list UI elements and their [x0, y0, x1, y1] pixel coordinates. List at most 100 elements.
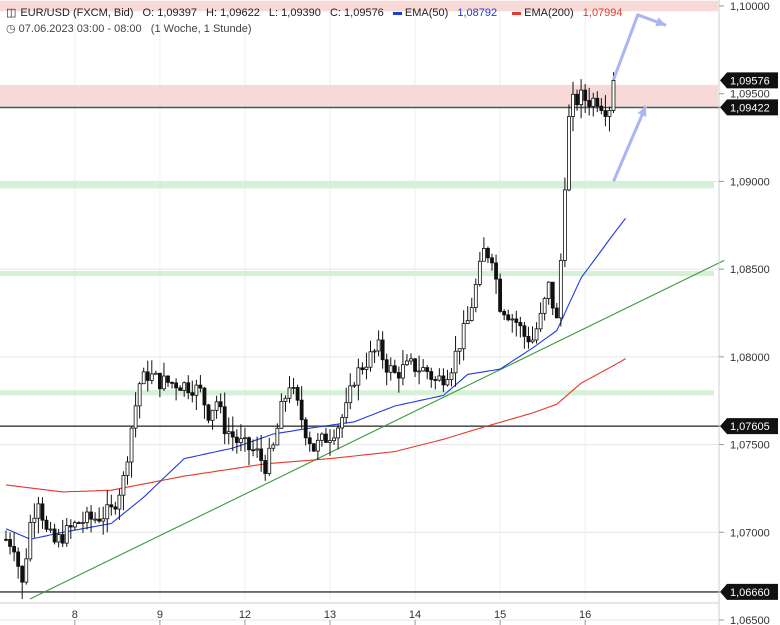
candle-113	[461, 310, 466, 361]
interval-label: (1 Woche, 1 Stunde)	[150, 23, 252, 35]
price-label-text-3: 1,06660	[730, 587, 770, 599]
candle-body-98	[400, 364, 405, 379]
candle-body-123	[502, 311, 507, 316]
candle-117	[477, 251, 482, 287]
candle-body-7	[32, 517, 37, 523]
candle-35	[145, 360, 150, 392]
candle-body-96	[392, 365, 397, 373]
candle-body-150	[611, 79, 616, 111]
candle-85	[348, 373, 353, 410]
close-value: C: 1,09576	[329, 7, 384, 19]
candle-36	[149, 360, 154, 385]
candle-body-142	[579, 89, 583, 106]
candle-body-132	[538, 312, 543, 330]
low-value: L: 1,09390	[268, 7, 321, 19]
candle-body-34	[141, 371, 146, 385]
candle-body-41	[170, 381, 174, 384]
candle-138	[563, 177, 567, 268]
candle-78	[319, 432, 324, 447]
candle-34	[141, 367, 146, 385]
candle-body-90	[368, 351, 373, 368]
candle-body-147	[599, 105, 604, 111]
candles-icon: ◫	[6, 7, 17, 19]
ema50-swatch	[392, 11, 402, 15]
candle-body-94	[384, 359, 389, 373]
candle-10	[44, 515, 49, 532]
candle-body-101	[413, 358, 417, 372]
candle-body-125	[510, 318, 515, 321]
candle-body-116	[473, 283, 478, 308]
x-tick-label-4: 14	[409, 609, 421, 621]
candle-body-61	[251, 449, 255, 452]
candle-70	[287, 376, 292, 404]
candle-40	[166, 375, 170, 387]
candle-46	[190, 380, 195, 403]
candle-111	[453, 336, 458, 387]
y-axis: 1,10000 1,09500 1,09000 1,08500 1,08000 1,075…	[718, 0, 770, 625]
candle-66	[271, 442, 276, 452]
candle-body-120	[490, 257, 494, 264]
candle-body-33	[137, 383, 142, 407]
trendline	[29, 259, 725, 600]
candle-21	[89, 505, 93, 533]
candle-31	[129, 426, 134, 478]
candle-149	[607, 106, 612, 132]
candle-39	[162, 362, 166, 392]
candle-body-36	[149, 373, 154, 381]
candle-27	[113, 501, 118, 515]
candle-body-71	[291, 387, 296, 389]
candle-140	[571, 81, 575, 132]
forecast-arrow-1	[612, 105, 648, 182]
candle-123	[502, 309, 507, 321]
candle-body-44	[182, 382, 187, 391]
candle-body-42	[174, 382, 179, 389]
candle-73	[299, 386, 304, 429]
y-tick-label-3: 1,08500	[730, 264, 770, 276]
candle-112	[457, 348, 462, 365]
candle-124	[506, 309, 511, 322]
candle-95	[388, 357, 393, 381]
candle-0	[4, 530, 8, 542]
candle-18	[77, 521, 81, 524]
open-value: O: 1,09397	[142, 7, 197, 19]
candle-body-89	[364, 366, 369, 370]
candle-134	[546, 281, 551, 305]
candle-body-139	[567, 116, 571, 191]
ema50-legend-label: EMA(50)	[404, 7, 449, 19]
candle-129	[526, 326, 531, 349]
candle-body-140	[571, 93, 575, 117]
candle-20	[85, 506, 89, 530]
candle-26	[109, 494, 114, 516]
candle-body-11	[48, 528, 53, 531]
ema50-legend-value: 1,08792	[457, 7, 498, 19]
candle-64	[263, 454, 268, 481]
candle-14	[60, 519, 65, 547]
candle-120	[490, 253, 494, 271]
candle-body-9	[40, 503, 45, 521]
candle-body-119	[486, 248, 490, 259]
candle-88	[360, 362, 365, 375]
candle-body-67	[275, 427, 280, 446]
candle-100	[409, 353, 413, 365]
candle-body-54	[222, 406, 227, 435]
candle-body-128	[522, 325, 527, 337]
candle-body-10	[44, 519, 49, 530]
candle-148	[603, 95, 608, 127]
candle-body-99	[405, 360, 409, 366]
price-label-box-3	[720, 583, 778, 600]
candle-body-85	[348, 385, 353, 404]
candle-145	[591, 92, 596, 117]
candle-107	[437, 368, 442, 382]
candle-body-73	[299, 399, 304, 421]
candle-body-14	[60, 534, 65, 544]
candle-96	[392, 359, 397, 374]
candle-body-45	[186, 382, 191, 394]
candle-71	[291, 377, 296, 395]
candle-22	[93, 512, 97, 524]
candle-body-78	[319, 433, 324, 441]
candle-body-72	[295, 387, 300, 401]
price-label-text-0: 1,09576	[730, 75, 770, 87]
candle-body-84	[344, 402, 349, 418]
support-zone-1	[0, 270, 714, 277]
